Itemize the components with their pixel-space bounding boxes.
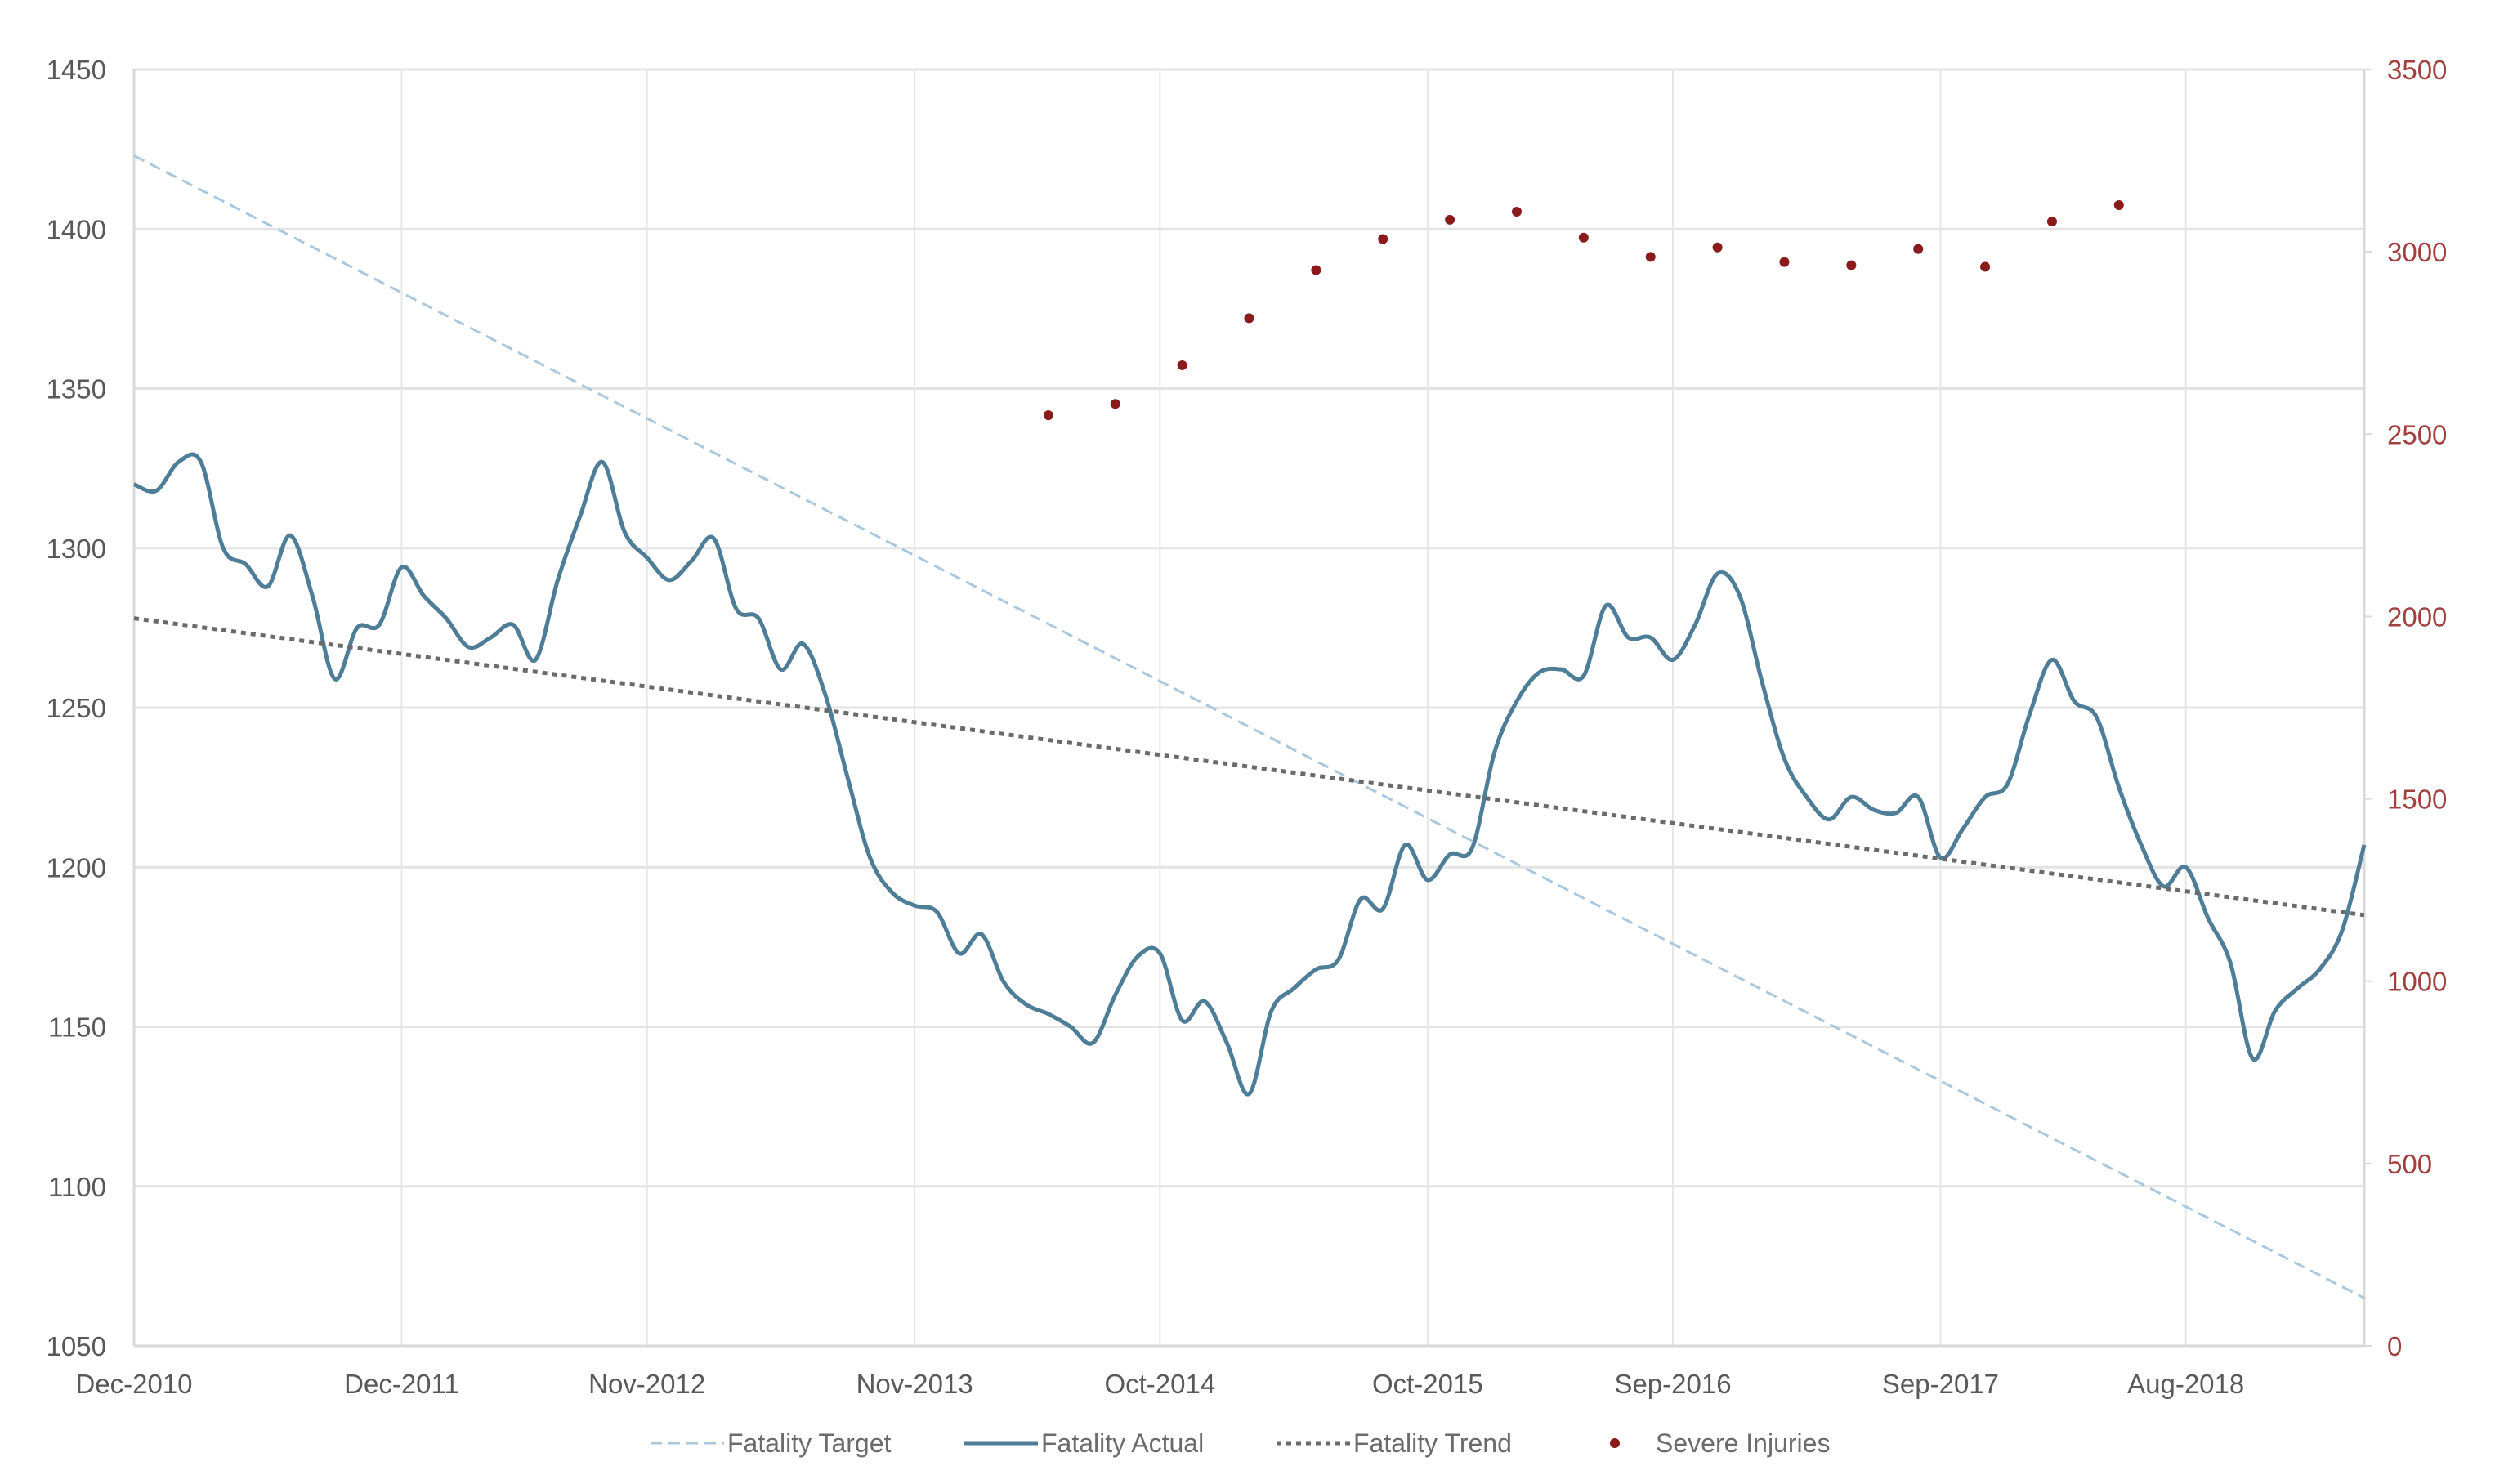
severe-injuries-point — [1378, 234, 1388, 244]
severe-injuries-point — [1913, 244, 1924, 254]
legend-label: Fatality Actual — [1041, 1428, 1204, 1458]
x-tick-label: Nov-2012 — [588, 1369, 705, 1399]
severe-injuries-point — [1311, 265, 1321, 275]
fatality-actual-line — [133, 452, 2367, 1097]
severe-injuries-point — [1244, 313, 1254, 324]
y2-tick-label: 2000 — [2387, 601, 2447, 632]
y-tick-label: 1250 — [47, 693, 106, 723]
x-tick-label: Nov-2013 — [856, 1369, 973, 1399]
fatality-trend-line — [133, 616, 2365, 918]
y2-tick-label: 1000 — [2387, 967, 2447, 997]
y-tick-label: 1150 — [48, 1012, 106, 1043]
grid — [134, 68, 2364, 1346]
fatality-target-line — [133, 154, 2365, 1299]
severe-injuries-point — [1779, 257, 1790, 267]
severe-injuries-point — [1578, 232, 1589, 243]
y2-tick-label: 500 — [2387, 1149, 2432, 1179]
y-tick-label: 1400 — [47, 214, 106, 244]
severe-injuries-point — [1980, 261, 1991, 272]
x-tick-label: Aug-2018 — [2127, 1369, 2244, 1399]
legend-item-fatality-target: Fatality Target — [651, 1428, 892, 1458]
x-tick-label: Oct-2014 — [1104, 1369, 1215, 1399]
legend-marker — [1610, 1438, 1620, 1448]
y-tick-label: 1350 — [47, 374, 106, 405]
y-tick-label: 1450 — [47, 55, 106, 85]
severe-injuries-point — [1445, 214, 1455, 225]
severe-injuries-point — [1712, 242, 1723, 253]
severe-injuries-point — [1511, 207, 1522, 217]
y2-tick-label: 2500 — [2387, 419, 2447, 449]
y2-tick-label: 3500 — [2387, 55, 2447, 85]
severe-injuries-point — [2113, 200, 2124, 211]
legend-label: Fatality Target — [727, 1428, 892, 1458]
y2-tick-label: 1500 — [2387, 784, 2447, 815]
x-tick-label: Oct-2015 — [1372, 1369, 1483, 1399]
y-tick-label: 1200 — [47, 852, 106, 883]
severe-injuries-point — [1846, 260, 1857, 270]
severe-injuries-point — [1110, 399, 1120, 409]
x-tick-label: Dec-2010 — [75, 1369, 192, 1399]
severe-injuries-point — [1043, 410, 1053, 421]
legend-item-fatality-trend: Fatality Trend — [1277, 1428, 1512, 1458]
y-tick-label: 1050 — [47, 1331, 106, 1361]
x-tick-label: Sep-2017 — [1882, 1369, 1999, 1399]
axes: 1050 1100 1150 1200 1250 1300 1350 1400 1450 0 500… — [47, 55, 2448, 1399]
y2-tick-label: 0 — [2387, 1331, 2402, 1361]
x-tick-label: Dec-2011 — [344, 1369, 459, 1399]
legend: Fatality Target Fatality Actual Fatality T… — [651, 1428, 1830, 1458]
legend-label: Fatality Trend — [1353, 1428, 1512, 1458]
series-layer — [133, 154, 2367, 1299]
y2-tick-label: 3000 — [2387, 237, 2447, 267]
legend-item-fatality-actual: Fatality Actual — [964, 1428, 1204, 1458]
y-tick-label: 1100 — [48, 1172, 106, 1202]
legend-item-severe-injuries: Severe Injuries — [1610, 1428, 1830, 1458]
legend-label: Severe Injuries — [1656, 1428, 1830, 1458]
y-tick-label: 1300 — [47, 534, 106, 564]
x-tick-label: Sep-2016 — [1614, 1369, 1731, 1399]
severe-injuries-point — [1645, 252, 1656, 262]
severe-injuries-point — [1177, 360, 1187, 370]
severe-injuries-point — [2046, 217, 2057, 227]
